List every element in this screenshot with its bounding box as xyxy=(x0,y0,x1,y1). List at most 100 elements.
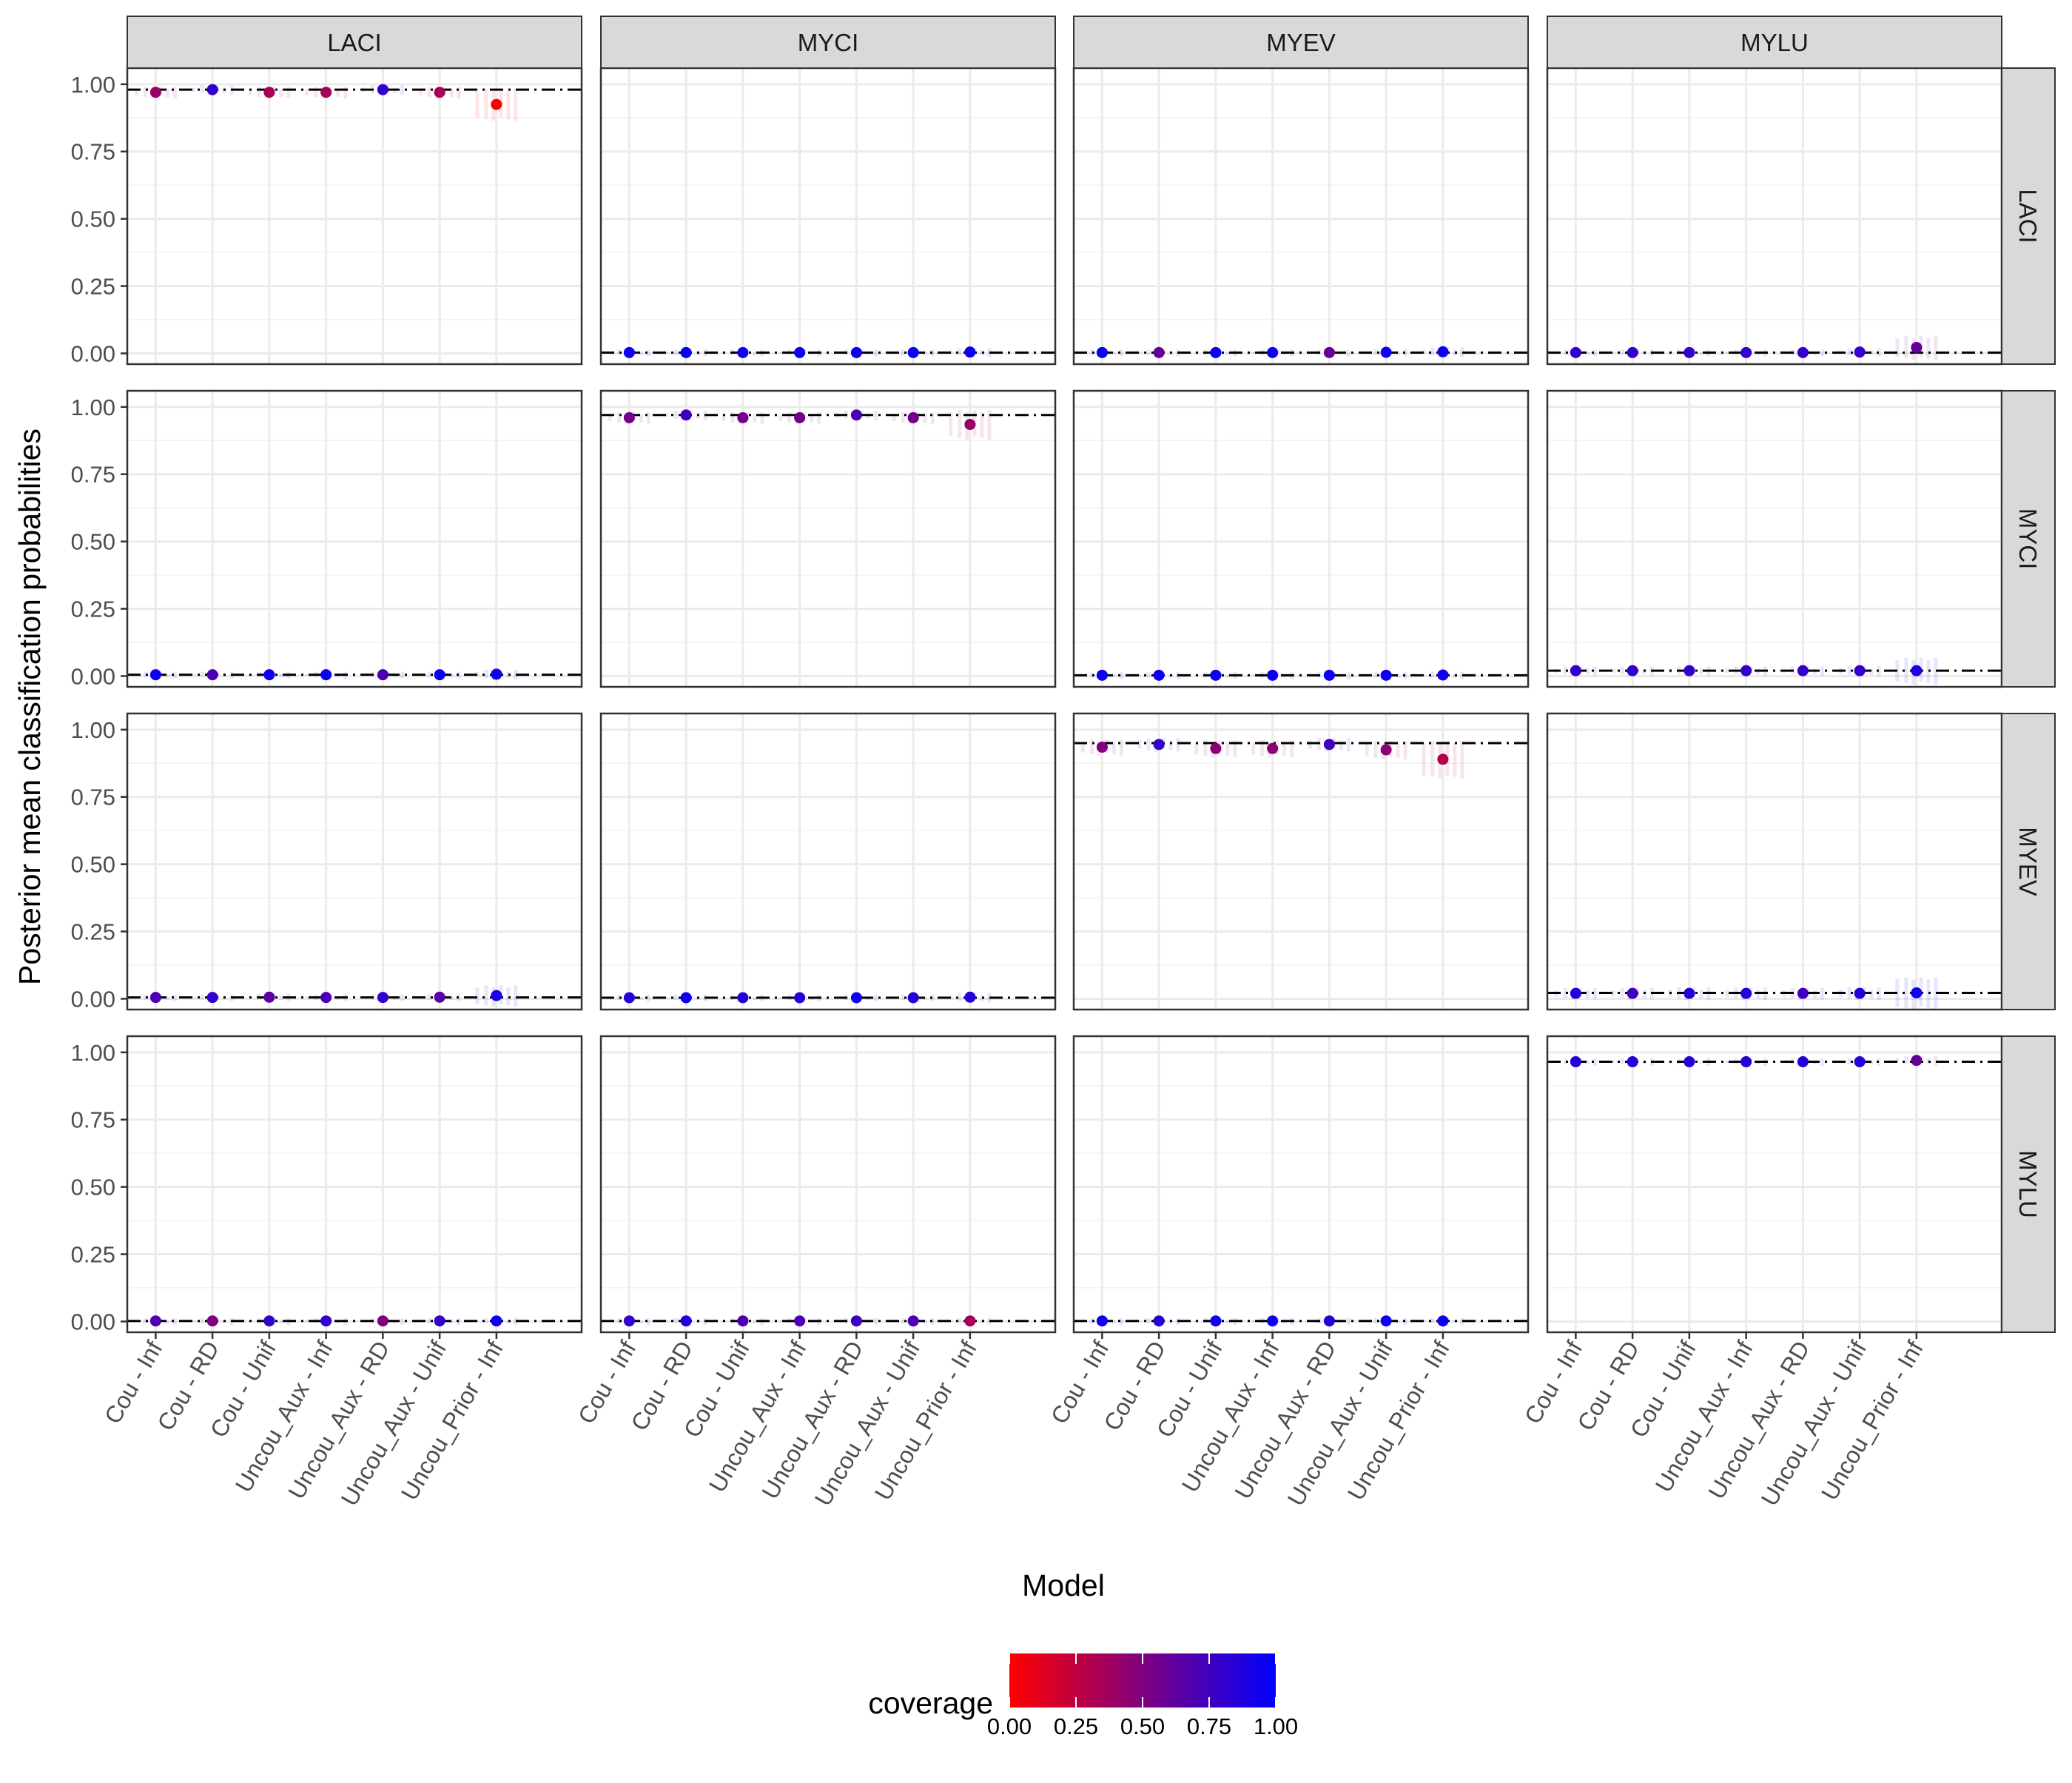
data-point xyxy=(1684,1056,1695,1068)
data-point xyxy=(434,1315,445,1327)
data-point xyxy=(907,1315,919,1327)
y-tick-label: 0.25 xyxy=(71,274,115,300)
y-tick-label: 0.50 xyxy=(71,1175,115,1201)
y-tick-label: 1.00 xyxy=(71,1040,115,1066)
legend-tick-label: 0.00 xyxy=(987,1713,1032,1739)
data-point xyxy=(491,1315,502,1327)
y-tick-label: 0.75 xyxy=(71,139,115,165)
data-point xyxy=(1684,346,1695,358)
panel-border xyxy=(599,389,1057,688)
row-strip-myev: MYEV xyxy=(2001,713,2056,1010)
data-point xyxy=(850,409,862,421)
data-point xyxy=(1153,346,1165,358)
data-point xyxy=(964,418,976,430)
data-point xyxy=(1210,742,1222,754)
panel-mylu-mylu xyxy=(1546,1035,2003,1334)
data-point xyxy=(491,668,502,680)
data-point xyxy=(1684,665,1695,676)
data-point xyxy=(680,409,692,421)
panel-border xyxy=(599,712,1057,1011)
y-tick-label: 0.00 xyxy=(71,986,115,1012)
data-point xyxy=(794,412,806,423)
data-point xyxy=(964,346,976,358)
column-strip-background xyxy=(600,16,1056,69)
y-axis-title: Posterior mean classification probabilit… xyxy=(13,429,47,985)
data-point xyxy=(1153,669,1165,681)
panel-laci-myci xyxy=(599,67,1057,366)
spread-band xyxy=(475,985,518,1007)
data-point xyxy=(737,992,749,1004)
data-point xyxy=(623,1315,635,1327)
spread-band xyxy=(1422,741,1464,779)
column-strip-background xyxy=(1547,16,2002,69)
data-point xyxy=(850,992,862,1004)
panel-border xyxy=(1072,712,1530,1011)
data-point xyxy=(964,991,976,1003)
y-tick-label: 0.00 xyxy=(71,1309,115,1334)
data-point xyxy=(1627,987,1638,999)
column-strip-label: MYEV xyxy=(1266,29,1336,56)
data-point xyxy=(206,669,218,681)
data-point xyxy=(1437,1315,1449,1327)
y-tick-label: 0.00 xyxy=(71,663,115,689)
data-point xyxy=(377,669,388,681)
data-point xyxy=(1096,669,1108,681)
data-point xyxy=(1380,744,1392,756)
row-strip-label: MYEV xyxy=(2014,827,2042,896)
data-point xyxy=(1323,739,1335,751)
y-axis-row-myev: 0.00 0.25 0.50 0.75 1.00 xyxy=(71,717,127,1012)
data-point xyxy=(850,346,862,358)
y-tick-label: 0.50 xyxy=(71,852,115,878)
data-point xyxy=(1380,669,1392,681)
data-point xyxy=(1797,346,1809,358)
x-axis-title: Model xyxy=(1022,1568,1105,1602)
y-tick-label: 0.75 xyxy=(71,1107,115,1133)
coverage-legend: coverage 0.00 0.25 0.50 0.75 1.00 xyxy=(868,1653,1298,1739)
data-point xyxy=(1437,669,1449,681)
panel-mylu-myev xyxy=(1072,1035,1530,1334)
data-point xyxy=(377,84,388,95)
column-strip-myci: MYCI xyxy=(600,16,1056,69)
data-point xyxy=(1627,346,1638,358)
data-point xyxy=(737,1315,749,1327)
column-strip-label: LACI xyxy=(327,29,381,56)
panel-myev-laci xyxy=(126,712,583,1011)
data-point xyxy=(206,992,218,1004)
data-point xyxy=(434,991,445,1003)
data-point xyxy=(320,992,332,1004)
data-point xyxy=(1797,1056,1809,1068)
data-point xyxy=(1437,346,1449,357)
y-tick-label: 0.25 xyxy=(71,1242,115,1268)
data-point xyxy=(680,1315,692,1327)
data-point xyxy=(1267,1315,1279,1327)
y-tick-label: 1.00 xyxy=(71,717,115,743)
data-point xyxy=(1323,1315,1335,1327)
column-strip-laci: LACI xyxy=(127,16,582,69)
data-point xyxy=(377,1315,388,1327)
data-point xyxy=(1380,1315,1392,1327)
y-tick-label: 0.75 xyxy=(71,462,115,488)
y-axis-row-mylu: 0.00 0.25 0.50 0.75 1.00 xyxy=(71,1040,127,1334)
data-point xyxy=(737,412,749,423)
row-strip-background xyxy=(2001,390,2056,688)
panel-border xyxy=(126,712,583,1011)
data-point xyxy=(1911,1055,1923,1067)
panel-border xyxy=(126,389,583,688)
row-strip-myci: MYCI xyxy=(2001,390,2056,688)
legend-tick-label: 0.75 xyxy=(1187,1713,1231,1739)
panel-myev-mylu xyxy=(1546,712,2003,1011)
data-point xyxy=(1210,669,1222,681)
data-point xyxy=(1380,346,1392,358)
data-point xyxy=(1210,1315,1222,1327)
row-strip-background xyxy=(2001,1035,2056,1333)
legend-tick-label: 0.50 xyxy=(1120,1713,1165,1739)
data-point xyxy=(263,669,275,681)
data-point xyxy=(320,1315,332,1327)
column-strip-label: MYLU xyxy=(1740,29,1809,56)
data-point xyxy=(491,990,502,1001)
y-tick-label: 0.50 xyxy=(71,206,115,232)
data-point xyxy=(1323,346,1335,358)
row-strip-label: MYLU xyxy=(2014,1150,2042,1218)
data-point xyxy=(1911,987,1923,998)
